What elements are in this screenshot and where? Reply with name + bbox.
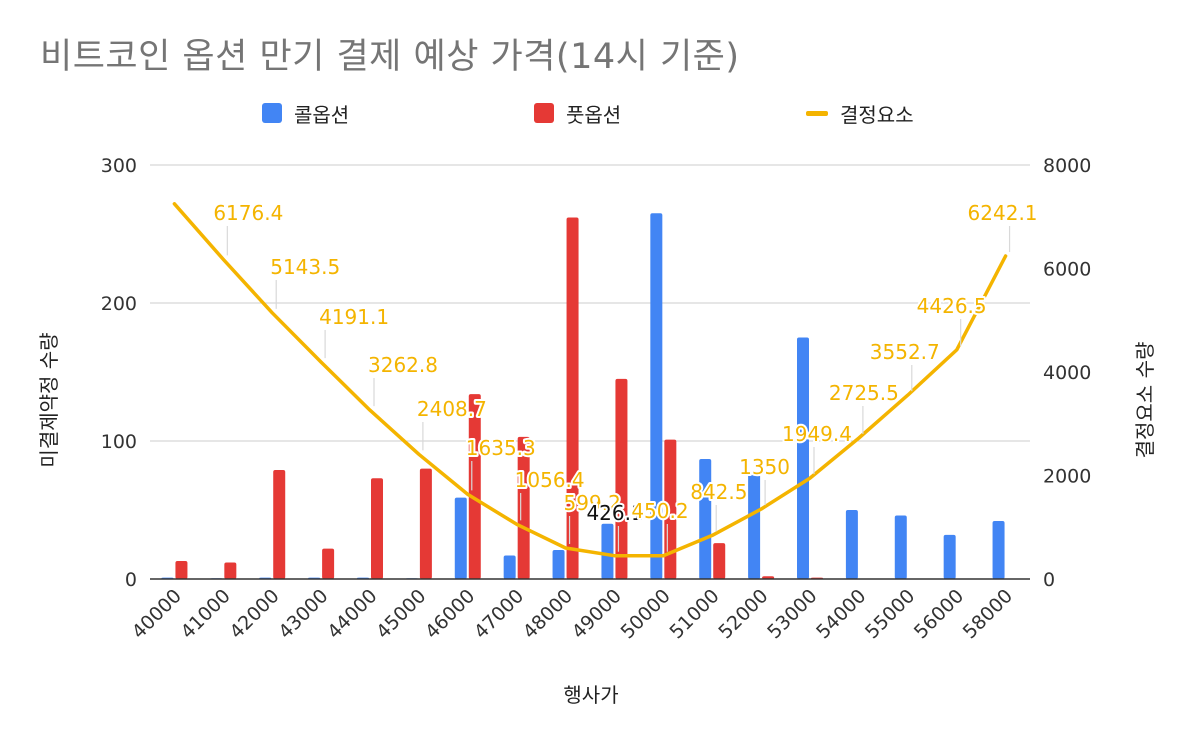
x-axis-title: 행사가 [563, 683, 618, 707]
legend-label-call: 콜옵션 [294, 102, 350, 127]
x-tick-label: 41000 [177, 585, 235, 643]
data-label-determinant: 6176.4 [213, 201, 283, 225]
bar-call [454, 497, 467, 579]
y2-tick-label: 2000 [1043, 466, 1091, 488]
x-tick-label: 56000 [910, 585, 968, 643]
data-label-determinant: 426.1 [586, 501, 643, 525]
x-tick-label: 52000 [714, 585, 772, 643]
data-label-determinant: 3262.8 [368, 353, 438, 377]
x-tick-label: 58000 [959, 585, 1017, 643]
data-label-determinant: 842.5 [690, 480, 747, 504]
bar-put [615, 378, 628, 579]
bar-call [845, 510, 858, 579]
y2-tick-label: 6000 [1043, 259, 1091, 281]
x-tick-label: 53000 [763, 585, 821, 643]
bar-put [517, 436, 530, 579]
y-axis-title: 미결제약정 수량 [37, 332, 61, 467]
data-label-determinant: 1350 [739, 455, 790, 479]
chart-title: 비트코인 옵션 만기 결제 예상 가격(14시 기준) [40, 37, 740, 77]
bar-put [273, 469, 286, 579]
x-tick-label: 42000 [225, 585, 283, 643]
legend-item-put: 풋옵션 [534, 98, 621, 128]
x-tick-label: 49000 [568, 585, 626, 643]
data-label-determinant: 5143.5 [270, 255, 340, 279]
legend-label-determinant: 결정요소 [840, 102, 914, 127]
data-label-determinant: 3552.7 [870, 340, 940, 364]
bar-put [175, 561, 188, 579]
legend-item-call: 콜옵션 [262, 98, 349, 128]
data-label-determinant: 4191.1 [319, 305, 389, 329]
bar-put [322, 548, 335, 579]
legend-swatch-put [534, 103, 554, 123]
y-tick-label: 200 [101, 293, 137, 315]
x-tick-label: 44000 [323, 585, 381, 643]
bar-put [468, 394, 481, 579]
legend-swatch-call [262, 103, 282, 123]
x-tick-label: 54000 [812, 585, 870, 643]
bar-call [601, 523, 614, 579]
y2-tick-label: 4000 [1043, 362, 1091, 384]
data-label-determinant: 450.2 [631, 499, 688, 523]
x-tick-label: 46000 [421, 585, 479, 643]
bar-put [566, 217, 579, 579]
y2-tick-label: 0 [1043, 569, 1055, 591]
bar-call [552, 550, 565, 579]
data-label-determinant: 2725.5 [829, 381, 899, 405]
x-tick-label: 45000 [372, 585, 430, 643]
data-label-determinant: 1056.4 [515, 468, 585, 492]
data-label-determinant: 4426.5 [917, 294, 987, 318]
bar-call [992, 521, 1005, 579]
x-tick-label: 47000 [470, 585, 528, 643]
data-label-determinant: 1949.4 [782, 422, 852, 446]
bar-call [650, 213, 663, 580]
bar-call [748, 471, 761, 579]
bar-call [943, 534, 956, 579]
bar-put [419, 468, 432, 579]
x-tick-label: 50000 [617, 585, 675, 643]
legend-swatch-determinant [806, 110, 828, 116]
y-tick-label: 100 [101, 431, 137, 453]
y2-axis-title: 결정요소 수량 [1133, 342, 1157, 459]
legend-label-put: 풋옵션 [566, 102, 622, 127]
y-tick-label: 0 [125, 569, 137, 591]
bar-put [713, 543, 726, 579]
data-label-determinant: 599.2 [564, 491, 621, 515]
bar-call [894, 515, 907, 579]
data-label-determinant: 2408.7 [417, 397, 487, 421]
bar-put [371, 478, 383, 579]
legend-item-determinant: 결정요소 [806, 98, 914, 128]
x-tick-label: 55000 [861, 585, 919, 643]
y2-tick-label: 8000 [1043, 155, 1091, 177]
bar-call [797, 337, 809, 579]
x-tick-label: 51000 [665, 585, 723, 643]
bar-call [699, 458, 712, 579]
y-tick-label: 300 [101, 155, 137, 177]
x-tick-label: 40000 [128, 585, 186, 643]
data-label-determinant: 6242.1 [968, 201, 1038, 225]
line-determinant [172, 202, 1008, 558]
bar-call [503, 555, 516, 579]
bar-put [224, 562, 237, 579]
x-tick-label: 43000 [274, 585, 332, 643]
data-label-determinant: 1635.3 [466, 436, 536, 460]
x-tick-label: 48000 [519, 585, 577, 643]
